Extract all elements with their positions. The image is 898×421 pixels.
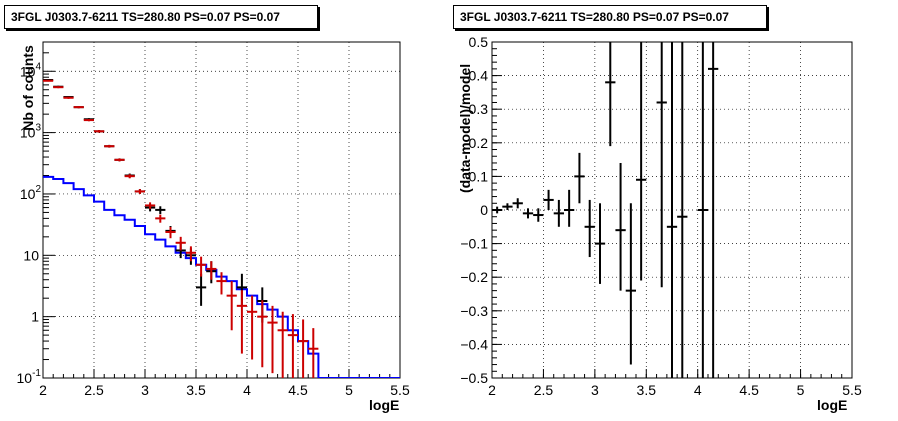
right-y-tick-label: −0.3 (460, 303, 488, 319)
left-data-point (185, 246, 196, 262)
left-data-point (94, 130, 105, 133)
right-y-tick-label: −0.2 (460, 269, 488, 285)
right-x-axis-label: logE (817, 397, 848, 413)
left-x-tick-label: 2 (39, 382, 47, 398)
right-y-axis-label: (data-model)/model (457, 63, 473, 193)
left-x-tick-label: 4.5 (288, 382, 308, 398)
right-y-tick-label: 0.3 (469, 101, 489, 117)
right-data-layer (492, 42, 719, 378)
right-data-point (605, 42, 616, 147)
left-plot-area: 2 2.5 3 3.5 4 4.5 5 5.5 10-1 1 10 102 103 104 (17, 41, 410, 398)
left-data-layer (43, 79, 400, 378)
right-y-tick-label: −0.4 (460, 336, 488, 352)
right-data-point (584, 199, 595, 258)
right-x-tick-label: 4 (694, 382, 702, 398)
left-data-point (124, 174, 135, 179)
right-x-tick-label: 3 (591, 382, 599, 398)
left-data-point (267, 305, 278, 374)
right-x-tick-label: 5 (797, 382, 805, 398)
left-data-point (277, 311, 288, 378)
left-x-tick-label: 5.5 (390, 382, 410, 398)
right-data-point (625, 203, 636, 365)
right-data-point (512, 198, 523, 209)
left-data-point (155, 206, 166, 215)
right-plot-area: 2 2.5 3 3.5 4 4.5 5 5.5 0.5 0.4 0.3 0.2 0.1 0 −0.1 −0.2… (460, 34, 862, 398)
right-x-tick-label: 4.5 (739, 382, 759, 398)
left-data-point (114, 158, 125, 162)
left-x-tick-label: 3.5 (186, 382, 206, 398)
right-x-tick-label: 5.5 (842, 382, 862, 398)
left-data-point (236, 290, 247, 354)
left-data-point (175, 236, 186, 251)
left-data-point (155, 214, 166, 223)
left-data-point (104, 144, 115, 148)
right-data-point (543, 189, 554, 210)
left-x-tick-label: 2.5 (84, 382, 104, 398)
right-y-tick-label: −0.5 (460, 370, 488, 386)
left-data-point (196, 273, 207, 306)
left-data-point (308, 328, 319, 378)
left-x-tick-label: 5 (345, 382, 353, 398)
left-data-point (53, 86, 64, 89)
right-data-point (666, 42, 678, 378)
right-y-tick-label: 0.2 (469, 135, 489, 151)
left-y-tick-label: 102 (20, 184, 42, 202)
left-y-tick-label: 10-1 (17, 368, 42, 386)
left-y-axis-label: Nb of counts (20, 45, 36, 131)
right-data-point (502, 203, 513, 210)
right-y-tick-label: −0.1 (460, 236, 488, 252)
left-data-point (63, 96, 74, 99)
right-y-tick-label: 0.4 (469, 68, 489, 84)
left-x-tick-label: 3 (141, 382, 149, 398)
right-data-point (564, 189, 575, 227)
right-panel-title: 3FGL J0303.7-6211 TS=280.80 PS=0.07 PS=0… (453, 5, 767, 29)
left-data-point (145, 202, 156, 209)
left-data-point (83, 118, 94, 122)
left-x-axis-label: logE (369, 397, 400, 413)
right-data-point (708, 42, 719, 378)
left-y-tick-label: 103 (20, 123, 42, 141)
right-data-point (533, 208, 544, 222)
right-x-tick-label: 2 (488, 382, 496, 398)
right-data-point (677, 42, 688, 378)
right-data-point (656, 42, 667, 288)
left-y-tick-label: 104 (20, 61, 42, 79)
right-x-tick-label: 3.5 (637, 382, 657, 398)
right-data-point (574, 152, 585, 204)
left-y-tick-label: 1 (31, 309, 39, 325)
right-data-point (492, 206, 503, 214)
right-data-point (636, 42, 647, 281)
right-data-point (697, 42, 708, 378)
right-y-tick-label: 0 (480, 202, 488, 218)
left-data-point (226, 281, 237, 331)
left-data-point (298, 319, 309, 378)
left-data-point (216, 272, 227, 295)
right-y-tick-label: 0.5 (469, 34, 489, 50)
left-y-tick-label: 10 (23, 247, 39, 263)
right-data-point (522, 208, 534, 219)
left-data-point (257, 300, 268, 368)
left-data-point (287, 314, 298, 378)
left-data-point (73, 106, 84, 109)
left-panel-title: 3FGL J0303.7-6211 TS=280.80 PS=0.07 PS=0… (4, 5, 318, 29)
left-data-point (165, 226, 176, 239)
left-data-point (206, 261, 217, 280)
left-data-point (247, 295, 258, 360)
right-x-tick-label: 2.5 (534, 382, 554, 398)
right-data-point (594, 203, 606, 284)
right-data-point (615, 162, 626, 291)
left-x-tick-label: 4 (243, 382, 251, 398)
left-data-point (196, 256, 207, 277)
left-data-point (43, 79, 54, 82)
left-plot-frame (42, 41, 401, 379)
left-data-point (134, 189, 145, 194)
right-y-tick-label: 0.1 (469, 168, 489, 184)
right-data-point (553, 199, 564, 227)
